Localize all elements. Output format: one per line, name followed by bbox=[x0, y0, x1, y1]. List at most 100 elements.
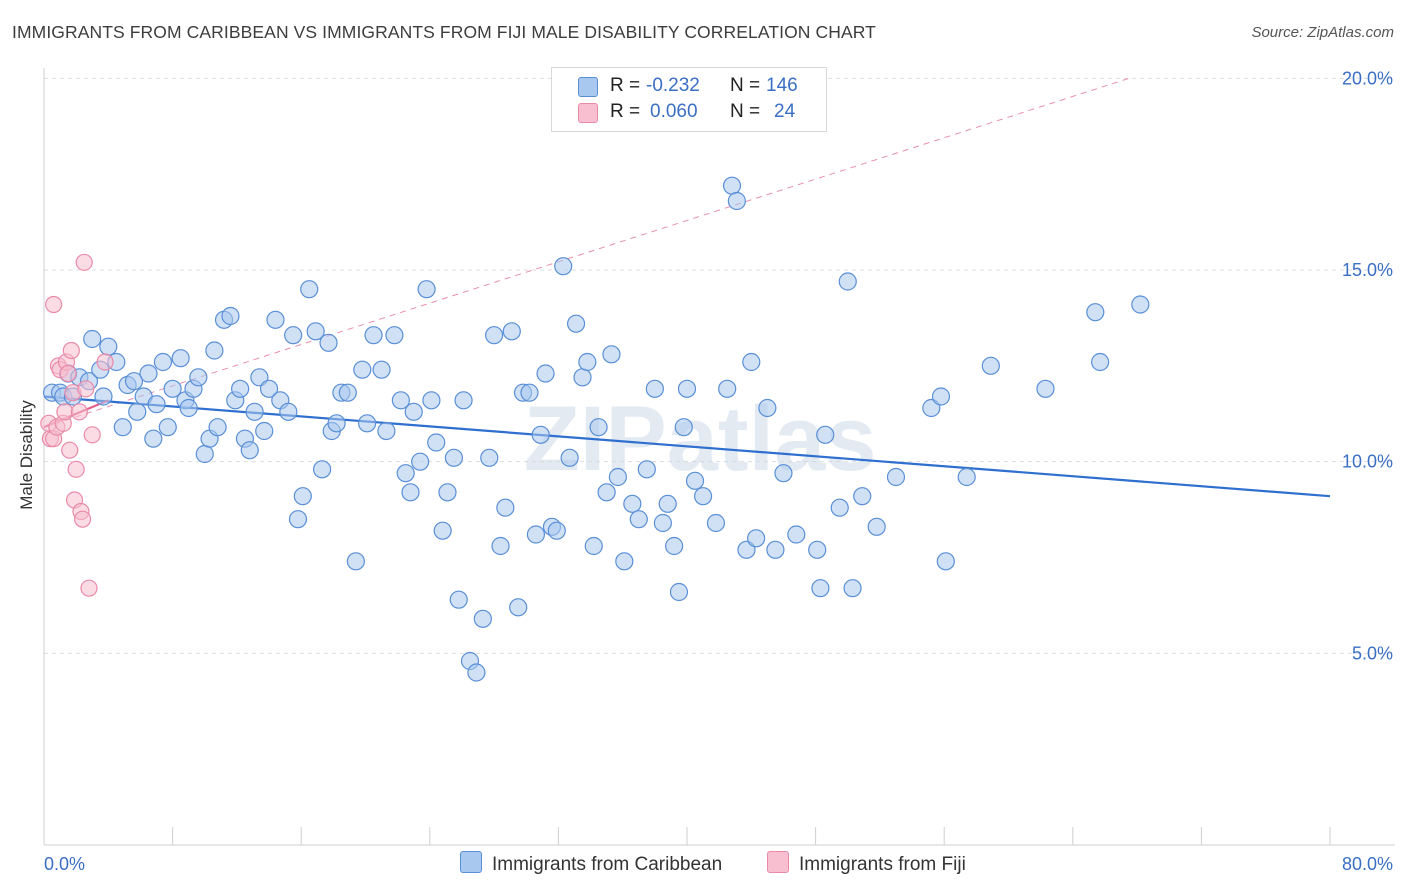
caribbean-point bbox=[401, 483, 420, 502]
caribbean-point bbox=[645, 379, 664, 398]
n-value: 146 bbox=[766, 75, 798, 96]
caribbean-point bbox=[936, 552, 955, 571]
caribbean-point bbox=[480, 448, 499, 467]
caribbean-point bbox=[124, 372, 144, 391]
caribbean-point bbox=[279, 402, 298, 421]
x-tick-label: 0.0% bbox=[44, 854, 85, 874]
caribbean-point bbox=[637, 460, 656, 479]
caribbean-point bbox=[306, 322, 325, 341]
grid bbox=[44, 77, 1395, 654]
caribbean-point bbox=[449, 590, 468, 609]
caribbean-point bbox=[811, 579, 830, 598]
caribbean-point bbox=[485, 326, 504, 345]
caribbean-point bbox=[473, 609, 492, 628]
caribbean-point bbox=[444, 448, 464, 467]
caribbean-point bbox=[255, 421, 274, 441]
fiji-point bbox=[83, 426, 101, 444]
caribbean-point bbox=[526, 525, 545, 544]
caribbean-point bbox=[158, 418, 177, 437]
caribbean-point bbox=[153, 352, 173, 372]
caribbean-point bbox=[554, 257, 573, 276]
caribbean-point bbox=[665, 536, 684, 556]
caribbean-point bbox=[99, 337, 118, 356]
caribbean-point bbox=[288, 510, 308, 529]
caribbean-point bbox=[245, 402, 264, 421]
caribbean-point bbox=[1131, 295, 1150, 314]
tick-labels: 5.0% 10.0% 15.0% 20.0% 0.0% 80.0% bbox=[44, 68, 1393, 874]
caribbean-point bbox=[128, 402, 147, 421]
caribbean-point bbox=[358, 414, 377, 433]
caribbean-point bbox=[171, 349, 190, 368]
caribbean-point bbox=[208, 418, 227, 437]
caribbean-point bbox=[808, 540, 827, 559]
caribbean-point bbox=[706, 513, 726, 533]
legend-item-caribbean: Immigrants from Caribbean bbox=[460, 851, 722, 876]
fiji-swatch-icon bbox=[578, 103, 598, 123]
caribbean-point bbox=[531, 425, 550, 444]
fiji-point bbox=[62, 341, 80, 360]
caribbean-point bbox=[385, 326, 404, 345]
caribbean-point bbox=[496, 498, 515, 517]
caribbean-point bbox=[578, 352, 597, 372]
caribbean-point bbox=[396, 464, 415, 483]
y-tick-label: 5.0% bbox=[1352, 643, 1393, 663]
fiji-point bbox=[75, 253, 93, 271]
fiji-point bbox=[77, 380, 95, 398]
r-label: R = bbox=[610, 75, 641, 96]
caribbean-point bbox=[685, 471, 705, 490]
caribbean-point bbox=[573, 368, 592, 387]
caribbean-point bbox=[758, 398, 777, 418]
legend-label-fiji: Immigrants from Fiji bbox=[799, 854, 966, 875]
caribbean-point bbox=[377, 421, 396, 441]
caribbean-point bbox=[404, 402, 423, 421]
caribbean-point bbox=[566, 314, 586, 333]
legend-row-fiji: R = 0.060 N = 24 bbox=[552, 100, 826, 126]
fiji-point bbox=[56, 403, 74, 421]
caribbean-point bbox=[747, 529, 766, 548]
caribbean-point bbox=[615, 552, 634, 571]
caribbean-point bbox=[94, 387, 113, 406]
correlation-legend: R = -0.232 N = 146 R = 0.060 N = 24 bbox=[551, 67, 827, 132]
caribbean-point bbox=[502, 322, 521, 341]
caribbean-point bbox=[327, 414, 346, 433]
y-tick-label: 10.0% bbox=[1342, 452, 1393, 472]
caribbean-point bbox=[520, 383, 539, 402]
caribbean-point bbox=[144, 429, 163, 448]
caribbean-point bbox=[411, 452, 430, 471]
caribbean-point bbox=[718, 379, 737, 398]
caribbean-point bbox=[766, 540, 785, 559]
caribbean-point bbox=[1036, 379, 1055, 398]
caribbean-point bbox=[957, 467, 976, 487]
caribbean-point bbox=[467, 663, 486, 682]
axes bbox=[43, 68, 1395, 846]
caribbean-point bbox=[433, 521, 452, 540]
caribbean-point bbox=[266, 310, 285, 329]
caribbean-point bbox=[774, 464, 793, 483]
r-label: R = bbox=[610, 101, 641, 122]
caribbean-point bbox=[338, 383, 357, 402]
caribbean-point bbox=[491, 536, 510, 556]
caribbean-legend-swatch-icon bbox=[460, 851, 482, 873]
legend-item-fiji: Immigrants from Fiji bbox=[767, 851, 966, 876]
caribbean-point bbox=[742, 352, 761, 372]
caribbean-point bbox=[454, 391, 473, 410]
caribbean-point bbox=[693, 487, 713, 506]
legend-label-caribbean: Immigrants from Caribbean bbox=[492, 854, 723, 875]
caribbean-point bbox=[1091, 352, 1110, 372]
caribbean-point bbox=[547, 521, 566, 540]
fiji-point bbox=[59, 364, 77, 383]
caribbean-point bbox=[727, 191, 746, 211]
caribbean-point bbox=[346, 552, 365, 571]
caribbean-point bbox=[293, 487, 312, 506]
caribbean-point bbox=[816, 425, 835, 444]
caribbean-point bbox=[629, 510, 648, 529]
caribbean-point bbox=[886, 467, 906, 487]
y-axis-title: Male Disability bbox=[17, 400, 36, 510]
r-value: 0.060 bbox=[650, 101, 698, 122]
legend-row-caribbean: R = -0.232 N = 146 bbox=[552, 74, 826, 100]
caribbean-point bbox=[391, 391, 410, 410]
caribbean-point bbox=[623, 494, 642, 513]
y-tick-label: 15.0% bbox=[1342, 260, 1393, 280]
caribbean-point bbox=[147, 395, 166, 414]
source-label: Source: ZipAtlas.com bbox=[1251, 24, 1394, 41]
